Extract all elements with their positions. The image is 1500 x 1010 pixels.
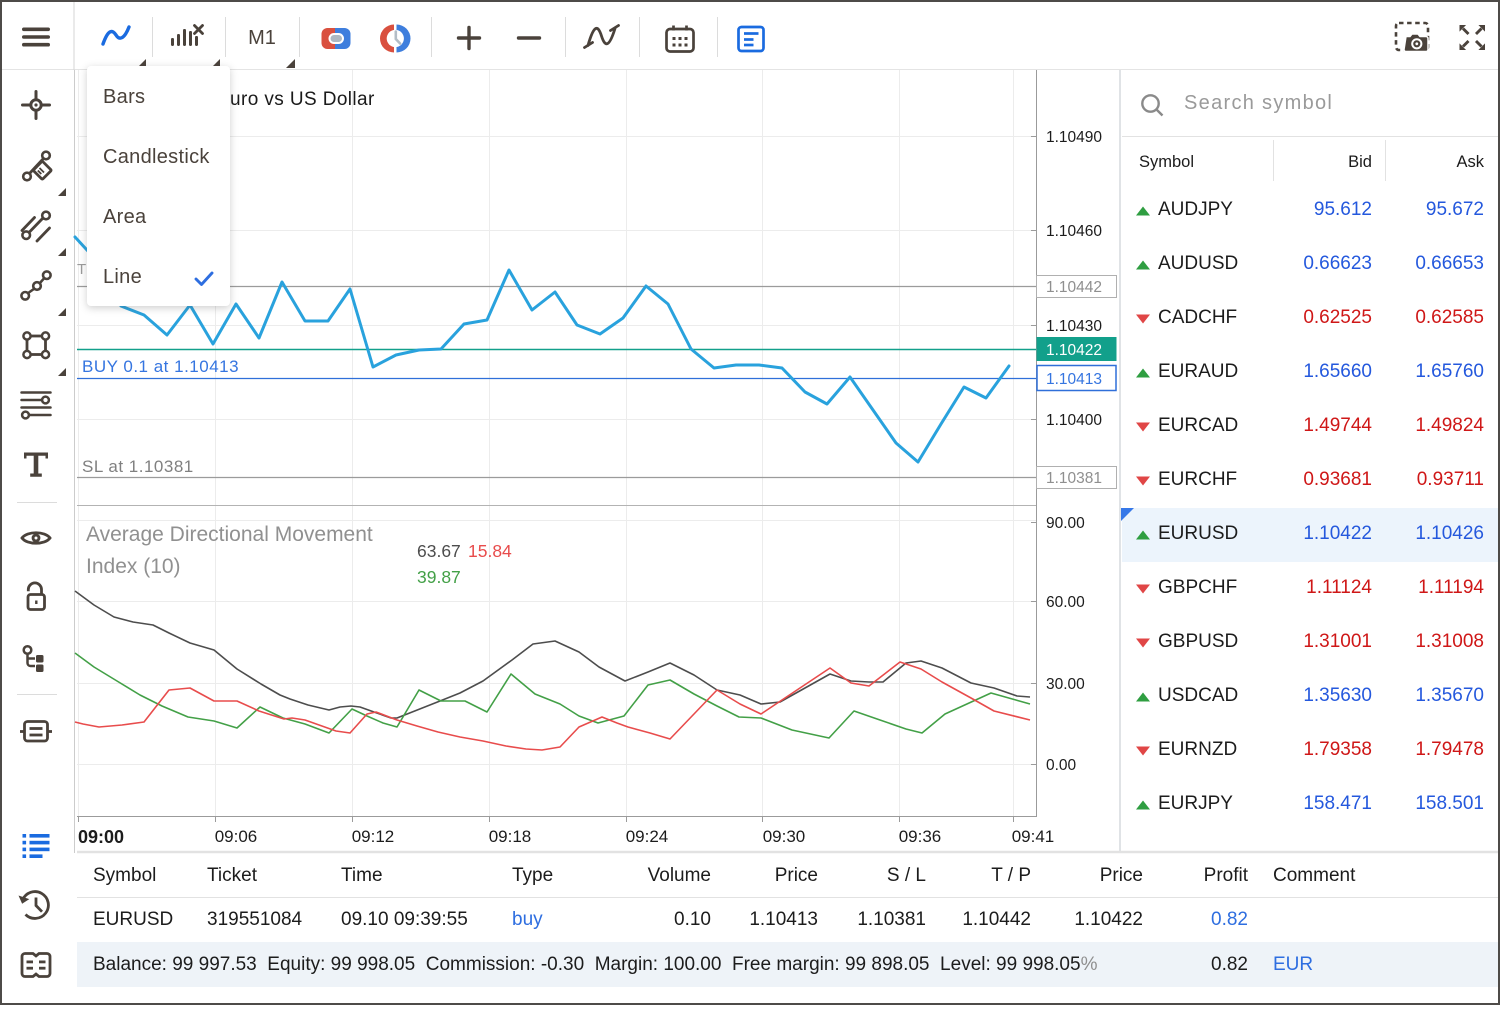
svg-text:60.00: 60.00	[1046, 594, 1085, 611]
svg-text:Average Directional Movement: Average Directional Movement	[86, 523, 373, 546]
svg-text:1.10460: 1.10460	[1046, 223, 1102, 240]
svg-text:09:12: 09:12	[352, 827, 395, 846]
svg-text:1.10422: 1.10422	[1046, 342, 1102, 359]
svg-text:09:41: 09:41	[1012, 827, 1055, 846]
svg-text:uro vs US Dollar: uro vs US Dollar	[230, 89, 375, 110]
svg-text:09:18: 09:18	[489, 827, 532, 846]
svg-text:1.10400: 1.10400	[1046, 412, 1102, 429]
svg-text:15.84: 15.84	[468, 541, 512, 561]
svg-text:09:24: 09:24	[626, 827, 669, 846]
svg-text:T: T	[77, 261, 86, 278]
svg-text:1.10442: 1.10442	[1046, 279, 1102, 296]
svg-text:30.00: 30.00	[1046, 676, 1085, 693]
svg-text:SL at 1.10381: SL at 1.10381	[82, 457, 194, 476]
svg-text:1.10430: 1.10430	[1046, 318, 1102, 335]
svg-text:BUY 0.1 at 1.10413: BUY 0.1 at 1.10413	[82, 357, 239, 376]
svg-text:M1: M1	[248, 27, 276, 49]
svg-text:09:30: 09:30	[763, 827, 806, 846]
svg-text:63.67: 63.67	[417, 541, 461, 561]
svg-text:1.10490: 1.10490	[1046, 129, 1102, 146]
svg-text:09:36: 09:36	[899, 827, 942, 846]
svg-text:0.00: 0.00	[1046, 757, 1077, 774]
svg-text:1.10413: 1.10413	[1046, 371, 1102, 388]
svg-text:90.00: 90.00	[1046, 515, 1085, 532]
svg-text:Index (10): Index (10)	[86, 555, 181, 578]
svg-text:1.10381: 1.10381	[1046, 470, 1102, 487]
svg-text:09:00: 09:00	[78, 827, 124, 847]
svg-text:39.87: 39.87	[417, 567, 461, 587]
svg-text:09:06: 09:06	[215, 827, 258, 846]
